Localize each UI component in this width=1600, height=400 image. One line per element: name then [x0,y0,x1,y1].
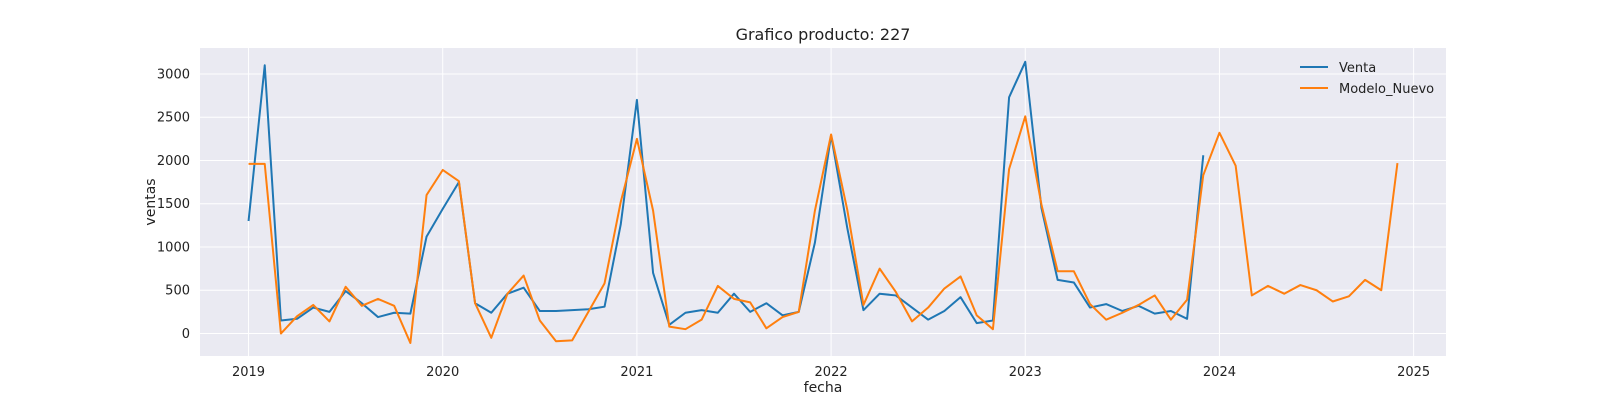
x-tick-label: 2022 [815,365,848,380]
x-tick-label: 2021 [620,365,653,380]
x-axis-label: fecha [804,380,843,396]
x-axis-ticks: 2019 2020 2021 2022 2023 2024 2025 [232,365,1430,380]
y-tick-label: 2000 [157,154,190,169]
y-axis-ticks: 0 500 1000 1500 2000 2500 3000 [157,67,190,342]
y-tick-label: 3000 [157,67,190,82]
y-tick-label: 1500 [157,197,190,212]
x-tick-label: 2023 [1009,365,1042,380]
plot-background [200,48,1446,356]
chart-title: Grafico producto: 227 [736,25,911,44]
y-tick-label: 0 [182,327,190,342]
x-tick-label: 2024 [1203,365,1236,380]
x-tick-label: 2020 [426,365,459,380]
x-tick-label: 2025 [1397,365,1430,380]
y-tick-label: 500 [165,284,190,299]
series-line-modelo-nuevo [248,115,1399,345]
legend-label-venta: Venta [1339,61,1376,76]
y-axis-label: ventas [143,178,159,225]
legend: Venta Modelo_Nuevo [1300,61,1434,97]
legend-label-modelo-nuevo: Modelo_Nuevo [1339,82,1434,97]
grid [200,48,1446,356]
x-tick-label: 2019 [232,365,265,380]
series-lines [247,60,1399,345]
y-tick-label: 2500 [157,111,190,126]
series-line-venta [247,60,1205,326]
y-tick-label: 1000 [157,240,190,255]
